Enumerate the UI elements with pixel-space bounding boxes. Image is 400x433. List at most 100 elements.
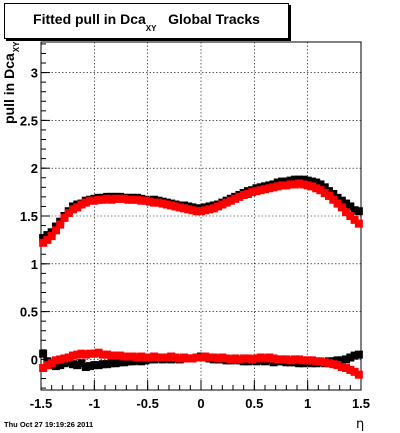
red-data-point <box>205 205 214 214</box>
red-data-point <box>154 198 163 207</box>
red-data-point <box>320 358 329 367</box>
red-data-point <box>64 353 73 362</box>
red-data-point <box>171 353 180 362</box>
red-data-point <box>51 226 60 235</box>
red-data-point <box>303 181 312 190</box>
red-data-point <box>278 181 287 190</box>
black-data-point <box>337 356 346 365</box>
red-data-point <box>56 220 65 229</box>
red-data-point <box>218 353 227 362</box>
x-tick-label: 0 <box>197 396 204 411</box>
black-data-point <box>325 187 333 196</box>
red-data-point <box>316 357 325 366</box>
red-series <box>39 348 363 379</box>
red-data-point <box>252 187 261 196</box>
red-data-point <box>295 179 304 188</box>
black-data-point <box>137 357 146 366</box>
y-tick-label: 0 <box>31 352 38 367</box>
black-data-point <box>98 360 107 369</box>
red-data-point <box>303 356 312 365</box>
red-data-point <box>226 355 235 364</box>
black-data-point <box>299 175 308 184</box>
x-tick-label: 0.5 <box>245 396 263 411</box>
black-data-point <box>354 350 363 359</box>
red-data-point <box>111 194 120 203</box>
axis-tick-labels: -1.5 -1 -0.5 0 0.5 1 1.5 0 0.5 1 1.5 2 2.5 3 <box>20 66 370 411</box>
x-tick-label: -0.5 <box>136 396 158 411</box>
red-data-point <box>103 194 112 203</box>
red-data-point <box>252 354 261 363</box>
black-data-point <box>51 362 60 371</box>
red-data-point <box>90 349 99 358</box>
red-data-point <box>201 352 210 361</box>
black-data-point <box>43 231 52 240</box>
red-data-point <box>235 192 244 201</box>
red-data-point <box>86 196 95 205</box>
data-points <box>39 175 363 379</box>
red-data-point <box>141 353 150 362</box>
y-axis-label-subscript: XY <box>12 41 21 52</box>
black-data-point <box>103 360 112 369</box>
red-data-point <box>312 184 321 193</box>
red-data-point <box>243 190 252 199</box>
red-data-point <box>56 355 65 364</box>
red-data-point <box>218 200 227 209</box>
red-data-point <box>188 206 197 215</box>
black-data-point <box>60 359 69 368</box>
red-data-point <box>239 190 248 199</box>
x-tick-label: -1 <box>89 396 101 411</box>
red-data-point <box>214 202 223 211</box>
y-tick-label: 3 <box>31 66 38 81</box>
red-data-point <box>133 353 141 362</box>
red-data-point <box>265 353 274 362</box>
red-data-point <box>98 195 107 204</box>
red-data-point <box>120 194 129 203</box>
red-data-point <box>248 188 257 197</box>
red-data-point <box>197 207 205 216</box>
black-data-point <box>320 183 329 192</box>
red-data-point <box>73 203 82 212</box>
red-data-point <box>316 186 325 195</box>
black-data-point <box>128 357 137 366</box>
red-data-point <box>162 353 171 362</box>
red-data-point <box>235 355 244 364</box>
red-data-point <box>150 198 159 207</box>
red-data-point <box>120 352 129 361</box>
red-data-point <box>273 182 282 191</box>
red-data-point <box>290 180 299 189</box>
black-data-point <box>290 175 299 184</box>
red-data-point <box>214 354 223 363</box>
red-data-point <box>133 195 141 204</box>
red-data-point <box>179 204 188 213</box>
y-axis-label-main: pull in Dca <box>1 53 17 124</box>
red-data-point <box>256 353 265 362</box>
black-data-point <box>94 361 103 370</box>
black-data-point <box>90 361 99 370</box>
black-data-point <box>346 202 355 211</box>
red-data-point <box>261 185 269 194</box>
red-data-point <box>248 355 257 364</box>
chart-title-box: Fitted pull in DcaXY Global Tracks <box>4 3 289 39</box>
red-data-point <box>94 195 103 204</box>
red-data-point <box>47 359 56 368</box>
red-data-point <box>265 184 274 193</box>
red-data-point <box>346 365 355 374</box>
red-data-point <box>282 181 291 190</box>
red-data-point <box>60 354 69 363</box>
red-data-point <box>299 356 308 365</box>
red-data-point <box>115 351 124 360</box>
red-data-point <box>107 195 116 204</box>
red-data-point <box>192 353 201 362</box>
red-data-point <box>342 208 351 217</box>
y-tick-label: 1.5 <box>20 209 38 224</box>
red-data-point <box>231 194 240 203</box>
red-data-point <box>325 359 333 368</box>
chart-title: Fitted pull in DcaXY Global Tracks <box>5 11 288 33</box>
black-data-point <box>124 357 133 366</box>
red-data-point <box>307 182 316 191</box>
red-data-point <box>162 200 171 209</box>
red-data-point <box>346 212 355 220</box>
red-data-point <box>43 235 52 244</box>
red-data-point <box>209 353 218 362</box>
